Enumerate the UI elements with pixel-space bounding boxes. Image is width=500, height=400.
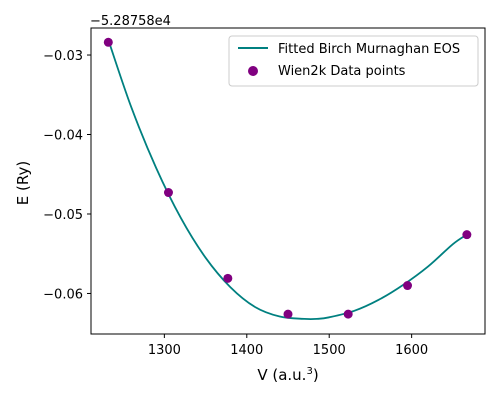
y-axis-title: E (Ry) <box>14 161 32 205</box>
y-tick-label: −0.05 <box>43 208 83 223</box>
y-offset-text: −5.28758e4 <box>90 14 171 29</box>
legend-label-data: Wien2k Data points <box>278 64 406 79</box>
x-tick-label: 1500 <box>313 343 346 358</box>
x-axis-title-suffix: ) <box>313 366 319 384</box>
axes-frame <box>90 27 486 335</box>
y-tick-label: −0.06 <box>43 287 83 302</box>
axes: 1300 1400 1500 1600 −0.03 −0.04 −0.05 −0.06 <box>43 27 486 358</box>
y-tick-label: −0.03 <box>43 49 83 64</box>
x-axis-title: V (a.u.3) <box>257 366 318 384</box>
legend-label-fit: Fitted Birch Murnaghan EOS <box>278 42 460 57</box>
plot-area <box>103 37 472 321</box>
legend-marker-swatch <box>248 66 258 76</box>
data-point <box>403 281 413 291</box>
legend: Fitted Birch Murnaghan EOS Wien2k Data p… <box>228 35 479 87</box>
data-point <box>283 309 293 319</box>
x-axis-title-superscript: 3 <box>306 366 312 377</box>
data-point <box>103 37 113 47</box>
data-point <box>223 273 233 283</box>
x-tick-label: 1400 <box>230 343 263 358</box>
data-point <box>343 309 353 319</box>
data-point <box>163 188 173 198</box>
x-tick-label: 1300 <box>148 343 181 358</box>
y-tick-label: −0.04 <box>43 129 83 144</box>
data-point <box>462 230 472 240</box>
x-tick-label: 1600 <box>395 343 428 358</box>
legend-box <box>228 35 479 87</box>
x-axis-title-main: V (a.u. <box>257 366 306 384</box>
